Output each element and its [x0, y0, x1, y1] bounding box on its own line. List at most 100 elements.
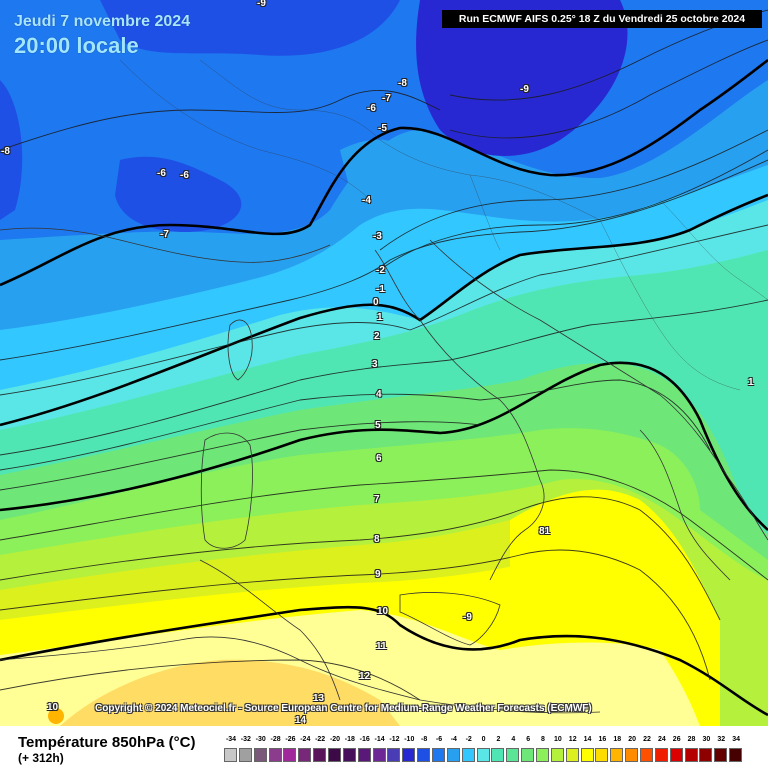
- isotherm-label: -5: [378, 123, 387, 134]
- isotherm-label: -6: [367, 103, 376, 114]
- isotherm-label: 13: [313, 693, 325, 704]
- scale-tick-label: -10: [404, 736, 415, 743]
- scale-tick-label: -28: [270, 736, 281, 743]
- scale-color-box: [640, 748, 653, 762]
- scale-tick-label: 18: [613, 736, 622, 743]
- scale-color-box: [402, 748, 416, 762]
- scale-tick-label: 0: [481, 736, 486, 743]
- isotherm-label: -2: [376, 265, 385, 276]
- scale-color-box: [669, 748, 683, 762]
- scale-tick-label: 10: [553, 736, 562, 743]
- coast-france: [0, 227, 331, 263]
- coast-greece: [639, 429, 731, 581]
- scale-tick-label: -14: [374, 736, 385, 743]
- temperature-map: [0, 0, 768, 726]
- isotherm-label: -6: [157, 168, 166, 179]
- scale-color-box: [461, 748, 475, 762]
- cold-pocket-alps: [340, 139, 420, 199]
- scale-color-box: [342, 748, 356, 762]
- scale-color-box: [580, 748, 594, 762]
- isotherm-label: -3: [373, 231, 382, 242]
- isotherm-label: 1: [748, 377, 754, 388]
- scale-color-box: [476, 748, 490, 762]
- scale-color-box: [357, 748, 371, 762]
- isotherm-label: -8: [398, 78, 407, 89]
- isotherm-label: 9: [375, 569, 381, 580]
- scale-color-box: [313, 748, 327, 762]
- isotherm-label: 3: [372, 359, 378, 370]
- scale-color-box: [610, 748, 624, 762]
- scale-tick-label: 8: [541, 736, 545, 743]
- cold-pocket-northwest: [100, 0, 400, 56]
- scale-color-box: [432, 748, 445, 762]
- isotherm-label: 2: [374, 331, 380, 342]
- coastlines: [0, 227, 768, 714]
- scale-color-box: [268, 748, 282, 762]
- scale-tick-label: -24: [300, 736, 311, 743]
- scale-tick-label: -2: [465, 736, 472, 743]
- isotherm-label: 12: [359, 671, 371, 682]
- isotherm-label: -4: [362, 195, 371, 206]
- scale-color-box: [253, 748, 267, 762]
- scale-tick-label: 34: [732, 736, 741, 743]
- scale-color-box: [550, 748, 564, 762]
- scale-tick-label: -12: [389, 736, 400, 743]
- scale-color-box: [565, 748, 579, 762]
- isotherm-5: [0, 361, 768, 531]
- scale-tick-label: 16: [598, 736, 607, 743]
- scale-color-box: [521, 748, 535, 762]
- scale-color-box: [238, 748, 252, 762]
- scale-tick-label: -22: [315, 736, 326, 743]
- legend-title: Température 850hPa (°C): [18, 734, 196, 751]
- scale-color-box: [283, 748, 297, 762]
- coast-corsica: [227, 319, 253, 381]
- scale-tick-label: 22: [643, 736, 651, 743]
- scale-tick-label: 26: [672, 736, 681, 743]
- scale-color-box: [625, 748, 639, 762]
- scale-color-box: [536, 748, 549, 762]
- isotherm-label: -9: [463, 612, 472, 623]
- isotherm-label: 10: [377, 606, 389, 617]
- cold-pocket-north: [416, 0, 628, 157]
- forecast-hour: 20:00 locale: [14, 33, 139, 58]
- scale-color-box: [224, 748, 237, 762]
- scale-color-box: [417, 748, 431, 762]
- coast-africa: [0, 636, 601, 714]
- scale-tick-label: -6: [435, 736, 443, 743]
- isotherm-label: 14: [295, 715, 307, 726]
- legend-subtitle: (+ 312h): [18, 751, 64, 765]
- forecast-date: Jeudi 7 novembre 2024: [14, 13, 191, 30]
- isotherm-label: 10: [47, 702, 59, 713]
- isotherm-label: 81: [539, 526, 551, 537]
- scale-color-box: [372, 748, 386, 762]
- band-12: [60, 659, 400, 726]
- copyright-notice: Copyright © 2024 Meteociel.fr - Source E…: [95, 703, 592, 714]
- scale-tick-label: 30: [702, 736, 711, 743]
- isotherm-label: -6: [180, 170, 189, 181]
- scale-color-box: [328, 748, 341, 762]
- scale-tick-label: -18: [344, 736, 355, 743]
- isotherm-label: -9: [520, 84, 529, 95]
- scale-tick-label: -26: [285, 736, 296, 743]
- scale-color-box: [699, 748, 713, 762]
- scale-tick-label: 28: [687, 736, 696, 743]
- isotherm-label: 4: [376, 389, 382, 400]
- isotherm-label: -7: [160, 229, 169, 240]
- scale-tick-label: 20: [628, 736, 637, 743]
- warm-spot: [48, 708, 64, 724]
- scale-tick-label: 4: [511, 736, 516, 743]
- isotherm-label: 7: [374, 494, 380, 505]
- scale-color-box: [654, 748, 668, 762]
- isotherm-10: [0, 605, 768, 717]
- key-isotherms: [0, 58, 768, 717]
- isotherm-label: -8: [1, 146, 10, 157]
- scale-color-box: [387, 748, 401, 762]
- legend-panel: Température 850hPa (°C) (+ 312h) -34 -32-…: [0, 726, 768, 768]
- scale-tick-label: -8: [421, 736, 428, 743]
- isotherm-label: -9: [257, 0, 266, 9]
- scale-color-box: [714, 748, 728, 762]
- scale-tick-label: 6: [526, 736, 531, 743]
- scale-tick-label: -16: [359, 736, 370, 743]
- scale-color-box: [595, 748, 609, 762]
- isotherm-label: -7: [382, 93, 391, 104]
